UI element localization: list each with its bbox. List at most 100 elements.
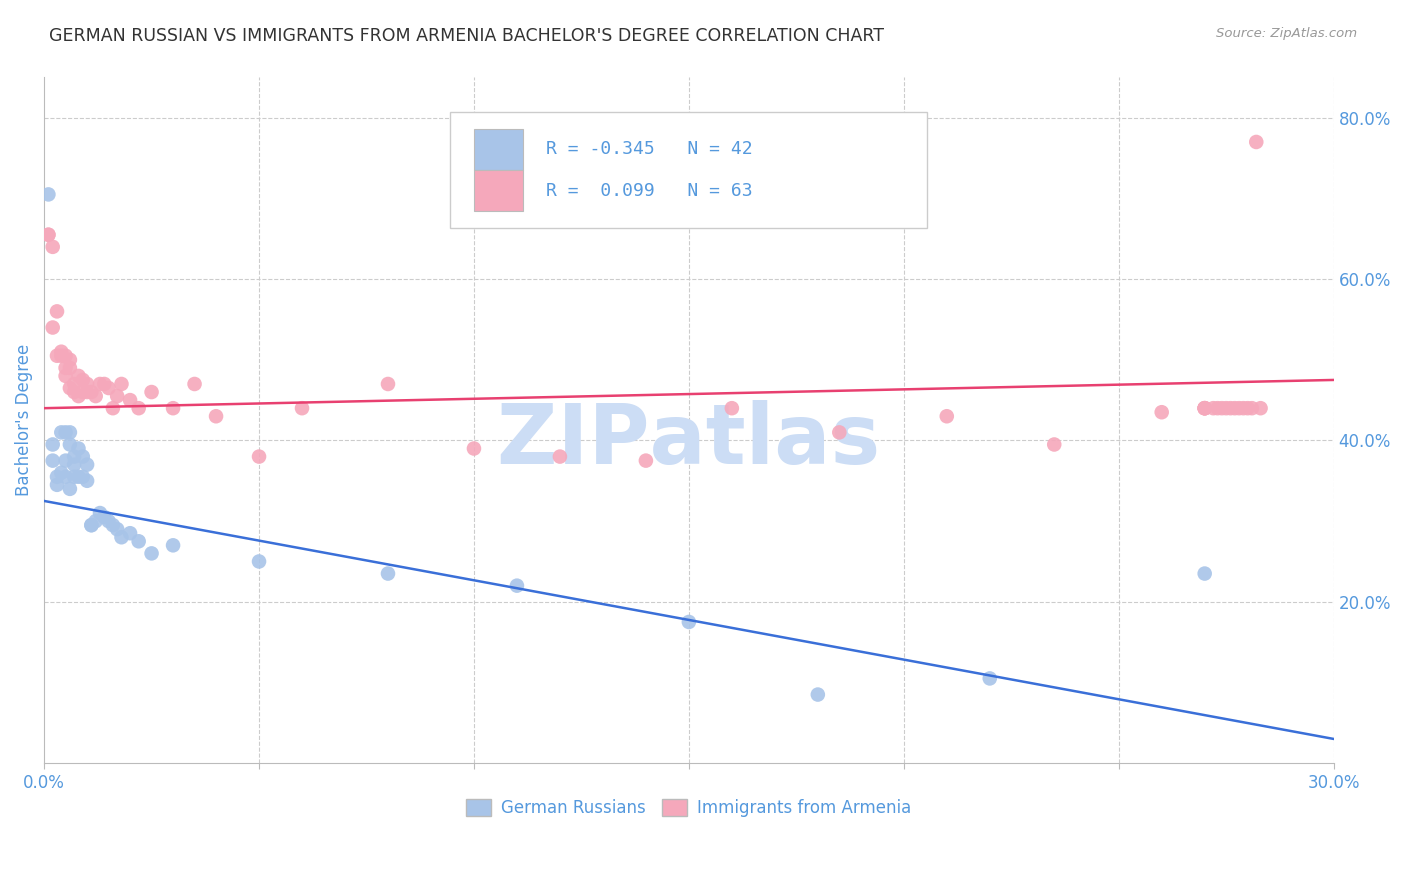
- Point: [67, 442, 90, 456]
- Legend: German Russians, Immigrants from Armenia: German Russians, Immigrants from Armenia: [460, 792, 918, 823]
- Point: [89, 506, 111, 520]
- Point: [55, 368, 77, 383]
- Point: [105, 389, 128, 403]
- Point: [101, 401, 124, 416]
- Point: [1250, 401, 1272, 416]
- Point: [55, 360, 77, 375]
- Point: [935, 409, 957, 424]
- Point: [1232, 401, 1254, 416]
- Point: [162, 401, 184, 416]
- FancyBboxPatch shape: [450, 112, 928, 228]
- Point: [59, 425, 82, 440]
- Point: [59, 352, 82, 367]
- Point: [46, 304, 69, 318]
- Point: [463, 442, 485, 456]
- Point: [1194, 401, 1216, 416]
- Point: [93, 510, 115, 524]
- Point: [377, 376, 399, 391]
- Point: [1246, 135, 1268, 149]
- Point: [72, 450, 94, 464]
- Point: [120, 526, 142, 541]
- FancyBboxPatch shape: [474, 128, 523, 170]
- Point: [141, 546, 163, 560]
- Point: [1240, 401, 1263, 416]
- Point: [506, 579, 529, 593]
- Point: [110, 530, 132, 544]
- Point: [80, 385, 103, 400]
- Point: [97, 514, 120, 528]
- Point: [63, 376, 86, 391]
- Text: R = -0.345   N = 42: R = -0.345 N = 42: [546, 140, 752, 159]
- Point: [105, 522, 128, 536]
- Point: [548, 450, 571, 464]
- Point: [828, 425, 851, 440]
- FancyBboxPatch shape: [474, 170, 523, 211]
- Point: [1194, 566, 1216, 581]
- Point: [67, 469, 90, 483]
- Point: [37, 227, 59, 242]
- Point: [37, 187, 59, 202]
- Point: [63, 458, 86, 472]
- Text: R =  0.099   N = 63: R = 0.099 N = 63: [546, 182, 752, 200]
- Point: [141, 385, 163, 400]
- Point: [1223, 401, 1246, 416]
- Point: [63, 450, 86, 464]
- Point: [807, 688, 830, 702]
- Point: [1236, 401, 1258, 416]
- Point: [80, 518, 103, 533]
- Point: [101, 518, 124, 533]
- Point: [72, 385, 94, 400]
- Point: [1150, 405, 1173, 419]
- Point: [247, 554, 270, 568]
- Point: [93, 376, 115, 391]
- Point: [128, 534, 150, 549]
- Point: [110, 376, 132, 391]
- Point: [1043, 437, 1066, 451]
- Point: [1219, 401, 1241, 416]
- Point: [51, 466, 73, 480]
- Point: [128, 401, 150, 416]
- Point: [46, 478, 69, 492]
- Point: [76, 458, 98, 472]
- Point: [1194, 401, 1216, 416]
- Point: [183, 376, 205, 391]
- Point: [377, 566, 399, 581]
- Point: [63, 385, 86, 400]
- Point: [1194, 401, 1216, 416]
- Point: [59, 381, 82, 395]
- Point: [51, 425, 73, 440]
- Point: [59, 437, 82, 451]
- Text: GERMAN RUSSIAN VS IMMIGRANTS FROM ARMENIA BACHELOR'S DEGREE CORRELATION CHART: GERMAN RUSSIAN VS IMMIGRANTS FROM ARMENI…: [49, 27, 884, 45]
- Point: [37, 227, 59, 242]
- Point: [1202, 401, 1225, 416]
- Point: [721, 401, 744, 416]
- Point: [41, 437, 63, 451]
- Point: [67, 368, 90, 383]
- Point: [1206, 401, 1229, 416]
- Point: [1227, 401, 1250, 416]
- Point: [72, 373, 94, 387]
- Text: Source: ZipAtlas.com: Source: ZipAtlas.com: [1216, 27, 1357, 40]
- Point: [162, 538, 184, 552]
- Y-axis label: Bachelor's Degree: Bachelor's Degree: [15, 344, 32, 497]
- Point: [55, 425, 77, 440]
- Point: [41, 320, 63, 334]
- Point: [1194, 401, 1216, 416]
- Point: [55, 349, 77, 363]
- Point: [59, 360, 82, 375]
- Point: [89, 376, 111, 391]
- Point: [55, 469, 77, 483]
- Point: [634, 453, 657, 467]
- Point: [41, 240, 63, 254]
- Point: [46, 349, 69, 363]
- Point: [46, 469, 69, 483]
- Point: [51, 344, 73, 359]
- Point: [76, 376, 98, 391]
- Point: [291, 401, 314, 416]
- Point: [72, 469, 94, 483]
- Point: [1215, 401, 1237, 416]
- Text: ZIP​atlas: ZIP​atlas: [498, 401, 880, 482]
- Point: [84, 514, 107, 528]
- Point: [59, 482, 82, 496]
- Point: [76, 385, 98, 400]
